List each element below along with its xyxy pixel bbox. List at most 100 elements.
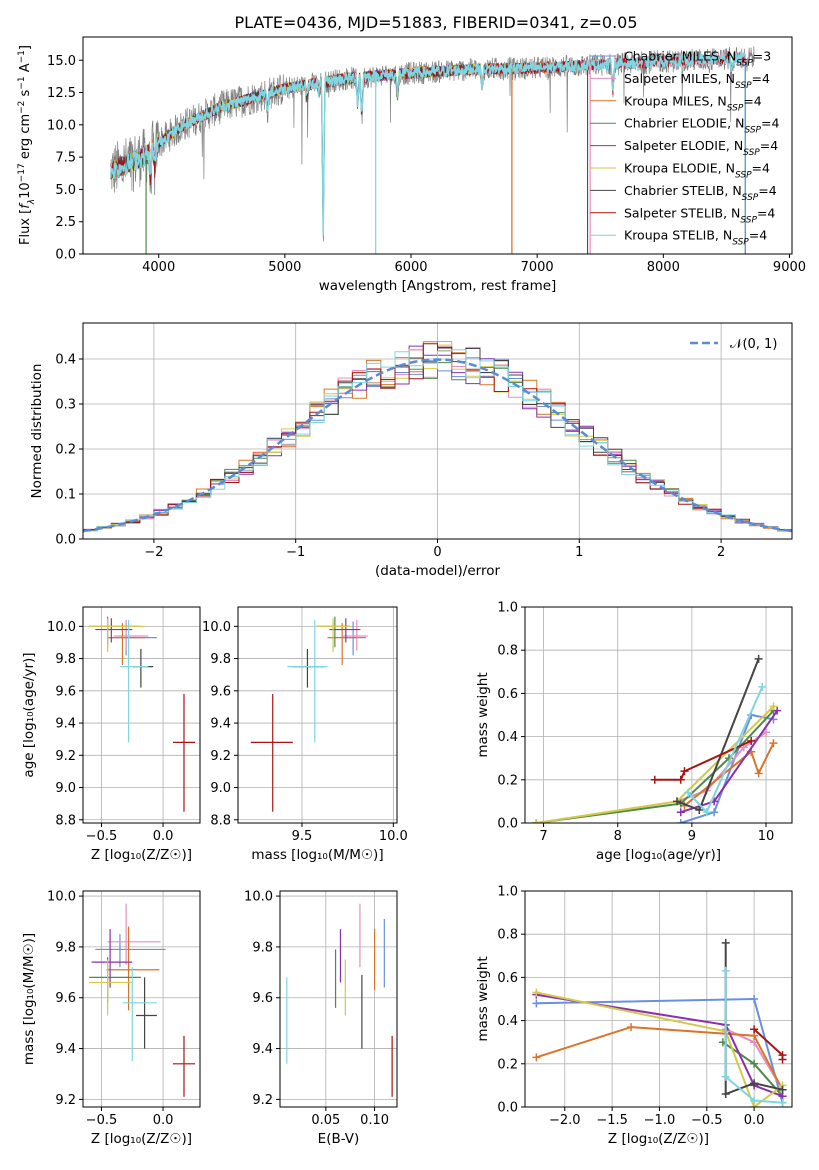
x-tick-label: −1.0 [644, 1113, 676, 1128]
axes-frame [82, 36, 793, 255]
weight-point-marker [710, 808, 719, 817]
y-tick-label: 15.0 [47, 54, 76, 69]
weight-point-marker [676, 819, 685, 823]
legend-sub: SSP [742, 193, 759, 203]
legend-N: N [734, 138, 743, 153]
y-axis-label-part: s [18, 89, 33, 100]
legend-name: Kroupa ELODIE, [624, 161, 726, 176]
x-tick-label: −1.5 [596, 1113, 628, 1128]
legend-count: =4 [760, 138, 778, 153]
weight-point-marker [754, 769, 763, 778]
y-tick-label: 9.0 [210, 781, 231, 796]
y-tick-label: 9.4 [55, 1042, 76, 1057]
chart-mass-vs-Z: −0.5 0.0 9.2 9.4 9.6 9.8 10.0 Z [log₁₀(Z/Z☉)] ma… [21, 890, 201, 1147]
weight-point-marker [747, 736, 756, 745]
legend-sub: SSP [735, 171, 752, 181]
legend-label: Salpeter MILES, NSSP=4 [624, 71, 770, 91]
x-tick-label: −1 [286, 545, 305, 560]
y-tick-label: 0.4 [497, 1014, 518, 1029]
y-axis-label: mass weight [475, 672, 491, 757]
plot-area [250, 616, 368, 812]
legend-count: =4 [752, 71, 770, 86]
weight-series-line [683, 742, 775, 807]
plot-area [286, 903, 393, 1097]
x-tick-label: 0.05 [311, 1113, 340, 1128]
y-axis-label-part: A [18, 63, 33, 76]
x-tick-label: 8000 [647, 260, 680, 275]
legend-count: =4 [743, 93, 761, 108]
plot-area [89, 616, 196, 812]
weight-point-marker [676, 808, 685, 817]
weight-point-marker [673, 797, 682, 806]
spectrum-model-line [110, 62, 513, 254]
weight-point-marker [532, 999, 541, 1008]
y-tick-label: 0.2 [55, 443, 76, 458]
y-tick-label: 9.2 [55, 1093, 76, 1108]
y-tick-label: 10.0 [47, 118, 76, 133]
y-tick-label: 0.0 [55, 248, 76, 263]
x-tick-label: 0.0 [153, 1113, 174, 1128]
y-tick-label: 1.0 [497, 885, 518, 900]
x-axis-label: (data-model)/error [375, 563, 501, 579]
x-tick-label: 2 [717, 545, 725, 560]
weight-point-marker [650, 775, 659, 784]
x-tick-label: 9 [688, 829, 696, 844]
x-tick-label: −0.5 [86, 1113, 118, 1128]
y-axis-label-part: ] [18, 45, 33, 50]
y-axis-label: Flux [fλ10−17 erg cm−2 s−1 A−1] [17, 45, 37, 245]
legend-name: Salpeter STELIB, [624, 205, 731, 220]
legend-name: Salpeter MILES, [624, 71, 726, 86]
legend-label: Salpeter STELIB, NSSP=4 [624, 205, 775, 225]
y-tick-label: 9.6 [55, 991, 76, 1006]
y-tick-label: 9.6 [252, 991, 273, 1006]
legend-name: Chabrier MILES, [624, 49, 727, 64]
y-axis-label: Normed distribution [29, 364, 45, 499]
legend-name: Chabrier ELODIE, [624, 116, 735, 131]
weight-point-marker [750, 1059, 759, 1068]
weight-point-marker [750, 995, 759, 1003]
axes-frame [524, 890, 793, 1108]
chart-mass-vs-ebv: 0.05 0.10 9.2 9.4 9.6 9.8 10.0 E(B-V) [244, 890, 398, 1147]
legend-label: Chabrier MILES, NSSP=3 [624, 49, 771, 69]
x-tick-label: 6000 [394, 260, 427, 275]
y-tick-label: 9.4 [210, 717, 231, 732]
weight-series-line [536, 993, 783, 1098]
x-axis-label: E(B-V) [318, 1131, 360, 1147]
weight-point-marker [750, 1079, 759, 1088]
weight-series-line [535, 710, 775, 823]
y-axis-label-part: −2 [17, 101, 27, 114]
y-tick-label: 0.8 [497, 928, 518, 943]
weight-series-line [536, 991, 784, 1107]
weight-series-line [654, 739, 752, 781]
y-tick-label: 8.8 [55, 813, 76, 828]
spectrum-model-line [110, 62, 513, 254]
legend-count: =4 [761, 116, 779, 131]
spectrum-model-line [110, 62, 513, 254]
spectrum-model-line [110, 52, 746, 254]
weight-point-marker [702, 808, 711, 817]
x-tick-label: 9.5 [292, 829, 313, 844]
weight-point-marker [721, 938, 730, 947]
weight-point-marker [773, 706, 782, 715]
x-axis-label: wavelength [Angstrom, rest frame] [319, 278, 557, 294]
y-tick-label: 9.2 [55, 749, 76, 764]
chart-weight-vs-age: 7 8 9 10 0.0 0.2 0.4 0.6 0.8 1.0 age [log₁₀(age/yr… [475, 601, 793, 863]
x-axis-label: age [log₁₀(age/yr)] [596, 847, 721, 863]
plot-area [532, 938, 787, 1107]
normal-curve [83, 358, 792, 533]
weight-point-marker [778, 1055, 787, 1064]
y-tick-label: 12.5 [47, 86, 76, 101]
y-tick-label: 9.4 [55, 717, 76, 732]
weight-point-marker [684, 788, 693, 797]
x-tick-label: −0.5 [86, 829, 118, 844]
x-tick-label: −2 [144, 545, 163, 560]
axes-frame [82, 606, 201, 824]
legend-label: 𝒩(0, 1) [730, 337, 777, 352]
y-tick-label: 0.0 [55, 533, 76, 548]
legend-label: Kroupa MILES, NSSP=4 [624, 93, 762, 113]
legend-label: Kroupa STELIB, NSSP=4 [624, 228, 767, 248]
y-tick-label: 9.8 [210, 652, 231, 667]
y-tick-label: 9.2 [252, 1093, 273, 1108]
weight-point-marker [680, 767, 689, 776]
